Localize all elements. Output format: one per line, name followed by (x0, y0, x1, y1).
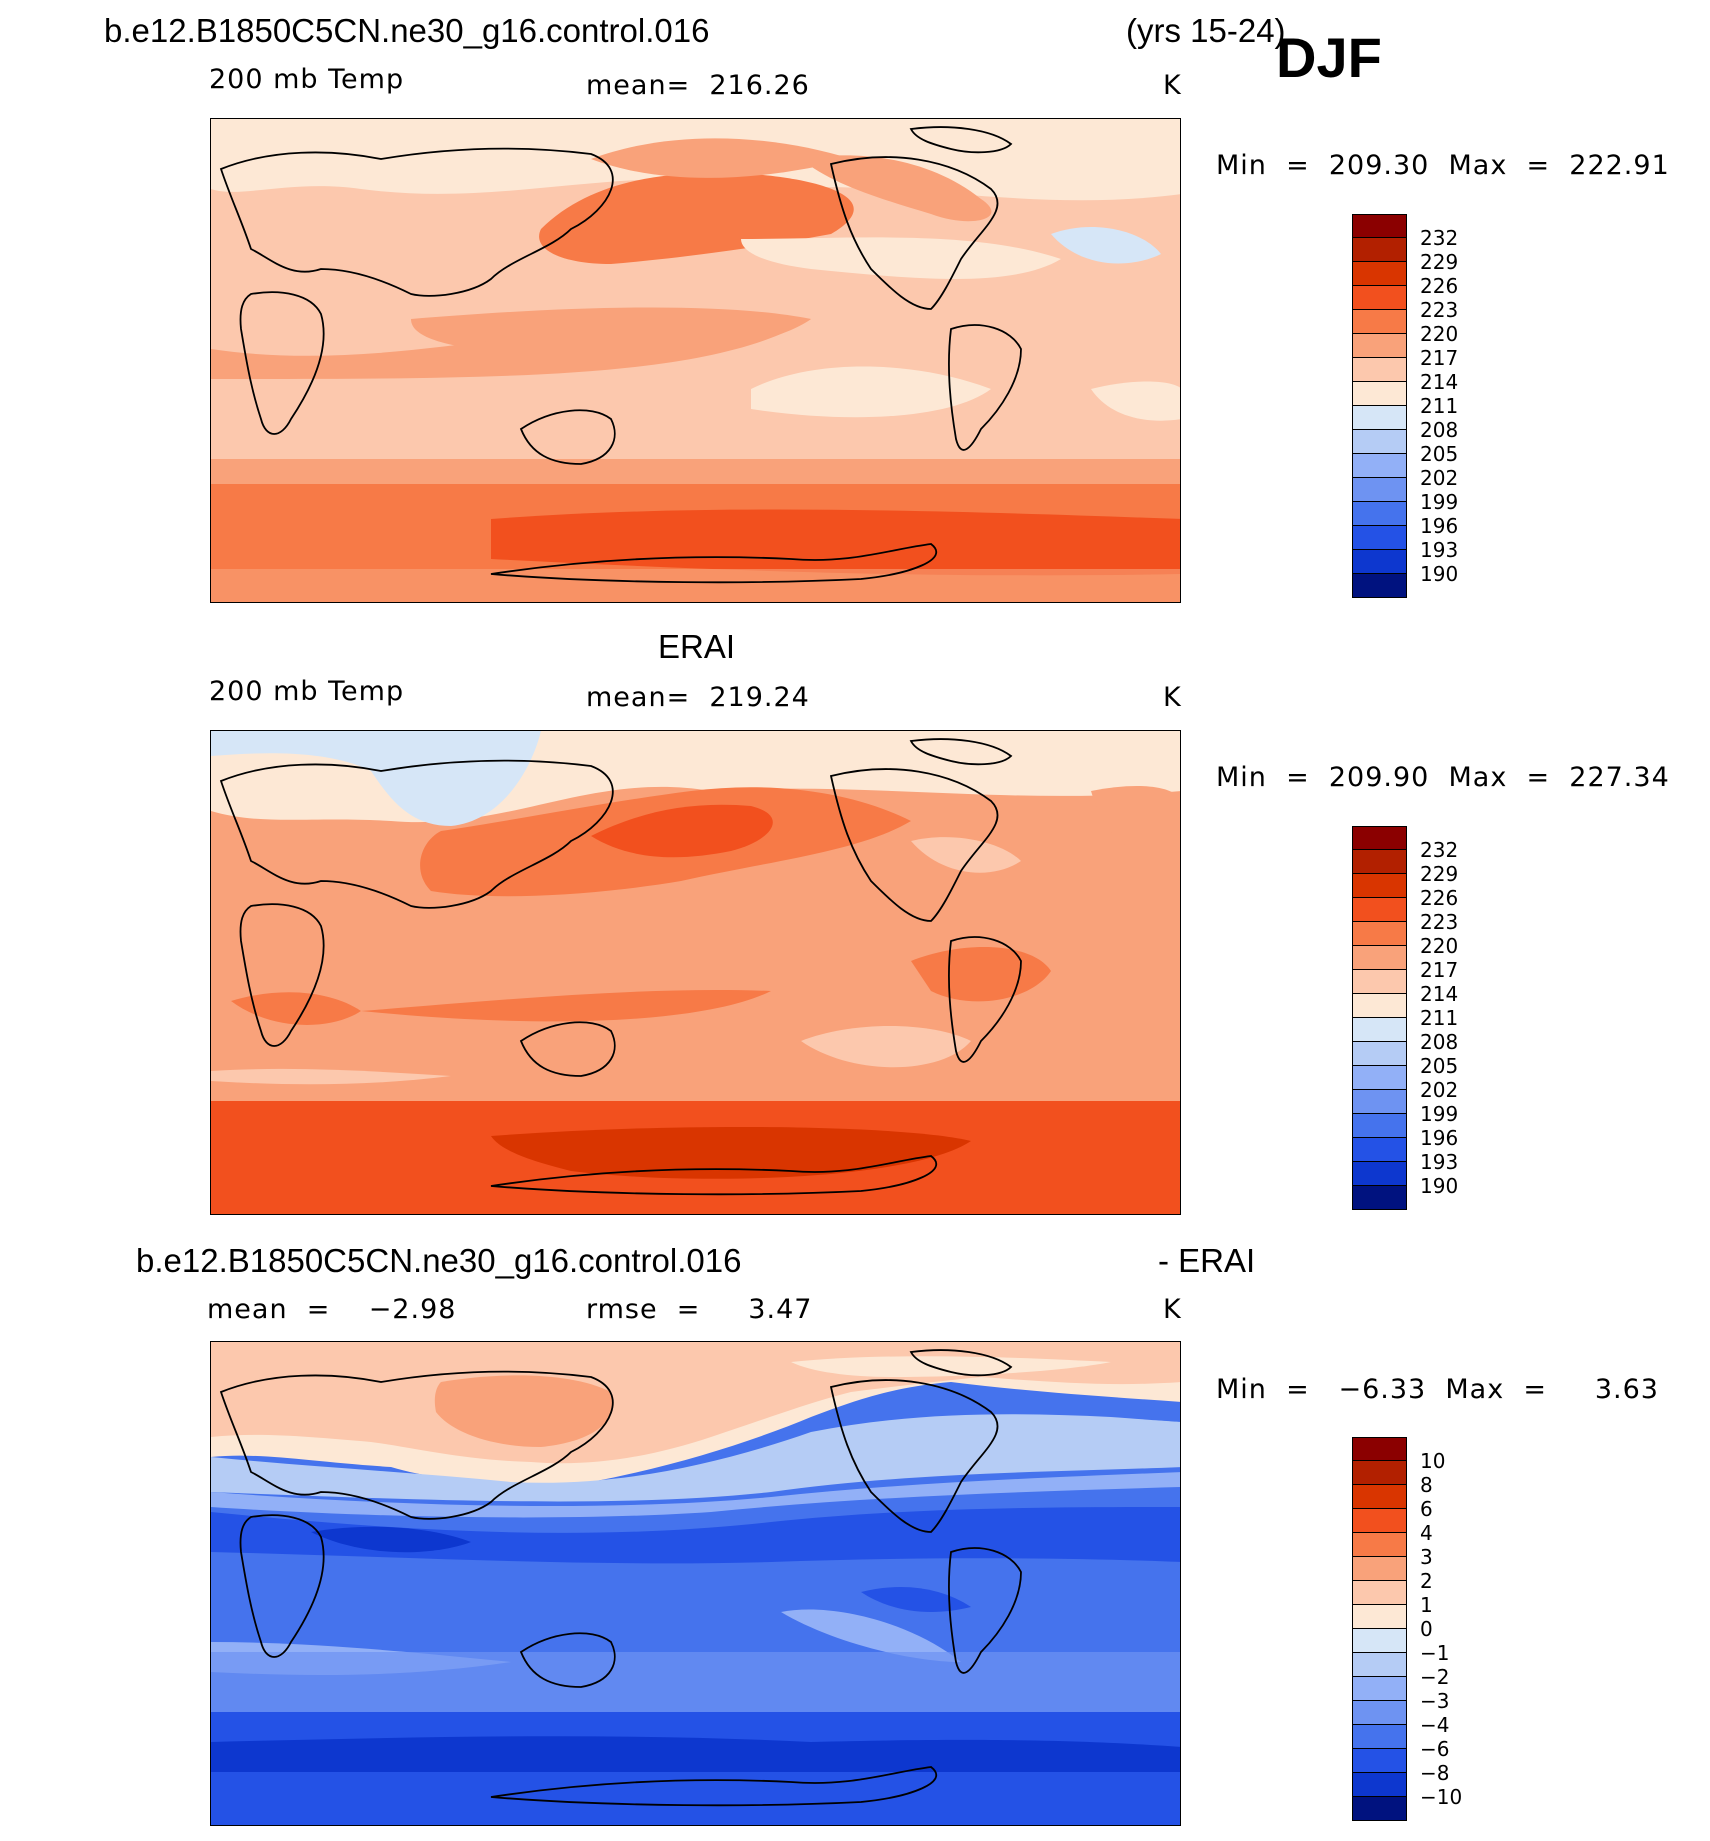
panel2-title: ERAI (658, 628, 736, 665)
panel1-model-map (210, 118, 1181, 603)
colorbar-label: 217 (1420, 958, 1459, 982)
panel2-variable-label: 200 mb Temp (209, 676, 405, 707)
panel3-title-left: b.e12.B1850C5CN.ne30_g16.control.016 (136, 1242, 742, 1279)
colorbar-label: −6 (1420, 1737, 1450, 1761)
colorbar-label: 226 (1420, 274, 1459, 298)
case-title: b.e12.B1850C5CN.ne30_g16.control.016 (104, 12, 710, 49)
panel1-mean-label: mean= 216.26 (586, 70, 810, 101)
colorbar-label: 214 (1420, 370, 1459, 394)
colorbar-label: 4 (1420, 1521, 1433, 1545)
colorbar-label: 208 (1420, 418, 1459, 442)
panel1-colorbar (1352, 214, 1407, 598)
colorbar-label: 232 (1420, 226, 1459, 250)
panel3-title-right: - ERAI (1158, 1242, 1256, 1279)
colorbar-label: 199 (1420, 1102, 1459, 1126)
colorbar-label: 205 (1420, 1054, 1459, 1078)
colorbar-label: −2 (1420, 1665, 1450, 1689)
colorbar-label: 211 (1420, 394, 1459, 418)
colorbar-label: 229 (1420, 250, 1459, 274)
panel3-units: K (1163, 1294, 1182, 1325)
colorbar-label: 208 (1420, 1030, 1459, 1054)
panel3-rmse-label: rmse = 3.47 (586, 1294, 813, 1325)
colorbar-label: 223 (1420, 298, 1459, 322)
colorbar-label: −4 (1420, 1713, 1450, 1737)
colorbar-label: 190 (1420, 1174, 1459, 1198)
colorbar-label: 193 (1420, 538, 1459, 562)
colorbar-label: 0 (1420, 1617, 1433, 1641)
colorbar-label: 3 (1420, 1545, 1433, 1569)
colorbar-label: −8 (1420, 1761, 1450, 1785)
panel2-units: K (1163, 682, 1182, 713)
panel2-erai-map (210, 730, 1181, 1215)
colorbar-label: 220 (1420, 934, 1459, 958)
colorbar-label: −1 (1420, 1641, 1450, 1665)
colorbar-label: −10 (1420, 1785, 1463, 1809)
colorbar-label: 196 (1420, 514, 1459, 538)
panel3-map-svg (211, 1342, 1180, 1825)
colorbar-label: 223 (1420, 910, 1459, 934)
colorbar-label: 220 (1420, 322, 1459, 346)
panel1-variable-label: 200 mb Temp (209, 64, 405, 95)
panel2-colorbar (1352, 826, 1407, 1210)
season-label: DJF (1276, 26, 1382, 89)
colorbar-label: 229 (1420, 862, 1459, 886)
colorbar-label: 196 (1420, 1126, 1459, 1150)
colorbar-label: 193 (1420, 1150, 1459, 1174)
colorbar-label: 8 (1420, 1473, 1433, 1497)
colorbar-label: 199 (1420, 490, 1459, 514)
colorbar-label: 10 (1420, 1449, 1446, 1473)
panel1-minmax: Min = 209.30 Max = 222.91 (1216, 150, 1670, 181)
colorbar-label: 2 (1420, 1569, 1433, 1593)
colorbar-label: 211 (1420, 1006, 1459, 1030)
colorbar-label: 190 (1420, 562, 1459, 586)
colorbar-label: 202 (1420, 1078, 1459, 1102)
colorbar-label: 226 (1420, 886, 1459, 910)
colorbar-label: 217 (1420, 346, 1459, 370)
panel3-colorbar (1352, 1437, 1407, 1821)
panel2-mean-label: mean= 219.24 (586, 682, 810, 713)
panel3-mean-label: mean = −2.98 (207, 1294, 457, 1325)
panel2-map-svg (211, 731, 1180, 1214)
colorbar-label: 205 (1420, 442, 1459, 466)
colorbar-label: 6 (1420, 1497, 1433, 1521)
colorbar-label: 214 (1420, 982, 1459, 1006)
panel2-minmax: Min = 209.90 Max = 227.34 (1216, 762, 1670, 793)
panel1-units: K (1163, 70, 1182, 101)
colorbar-label: −3 (1420, 1689, 1450, 1713)
colorbar-label: 202 (1420, 466, 1459, 490)
years-label: (yrs 15-24) (1126, 12, 1286, 49)
panel3-difference-map (210, 1341, 1181, 1826)
panel1-map-svg (211, 119, 1180, 602)
colorbar-label: 1 (1420, 1593, 1433, 1617)
colorbar-label: 232 (1420, 838, 1459, 862)
panel3-minmax: Min = −6.33 Max = 3.63 (1216, 1374, 1659, 1405)
